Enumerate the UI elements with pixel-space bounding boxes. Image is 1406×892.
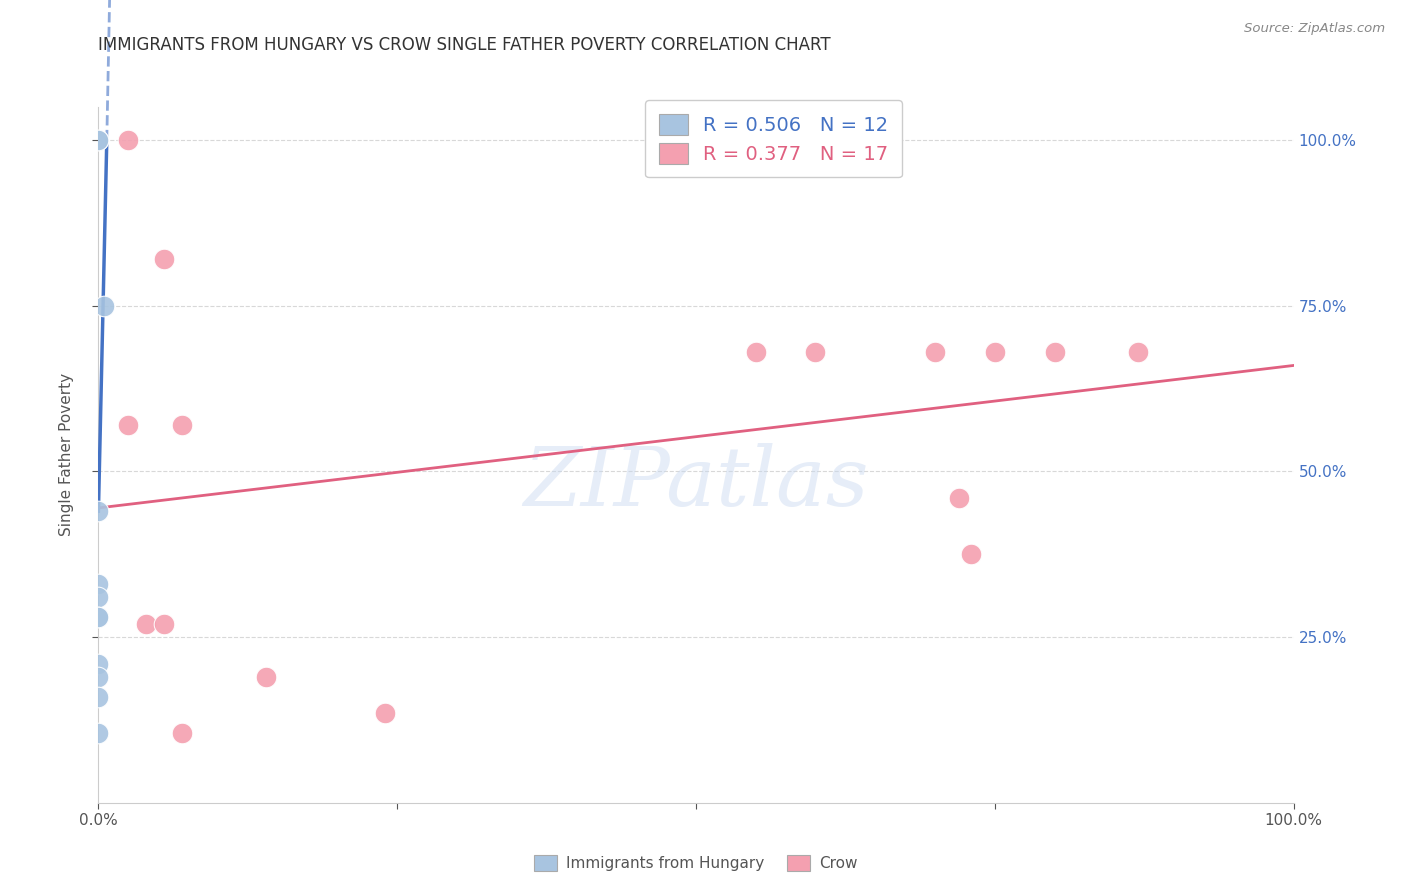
Point [153, 616, 176, 631]
Point [87, 726, 110, 740]
Y-axis label: Single Father Poverty: Single Father Poverty [59, 374, 75, 536]
Point [87, 657, 110, 671]
Point [1043, 345, 1066, 359]
Point [117, 133, 139, 147]
Point [87, 690, 110, 704]
Point [984, 345, 1007, 359]
Point [135, 616, 157, 631]
Point [87, 591, 110, 605]
Point [87, 133, 110, 147]
Point [93, 299, 115, 313]
Point [960, 547, 983, 561]
Point [1128, 345, 1150, 359]
Legend: Immigrants from Hungary, Crow: Immigrants from Hungary, Crow [526, 847, 866, 879]
Point [924, 345, 946, 359]
Text: ZIPatlas: ZIPatlas [523, 442, 869, 523]
Point [87, 670, 110, 684]
Point [172, 418, 194, 433]
Point [745, 345, 768, 359]
Point [374, 706, 396, 721]
Point [254, 670, 277, 684]
Point [87, 610, 110, 624]
Point [948, 491, 970, 505]
Point [87, 610, 110, 624]
Point [87, 504, 110, 518]
Point [87, 577, 110, 591]
Point [172, 726, 194, 740]
Text: Source: ZipAtlas.com: Source: ZipAtlas.com [1244, 22, 1385, 36]
Point [804, 345, 827, 359]
Point [87, 133, 110, 147]
Point [117, 418, 139, 433]
Point [153, 252, 176, 267]
Text: IMMIGRANTS FROM HUNGARY VS CROW SINGLE FATHER POVERTY CORRELATION CHART: IMMIGRANTS FROM HUNGARY VS CROW SINGLE F… [98, 36, 831, 54]
